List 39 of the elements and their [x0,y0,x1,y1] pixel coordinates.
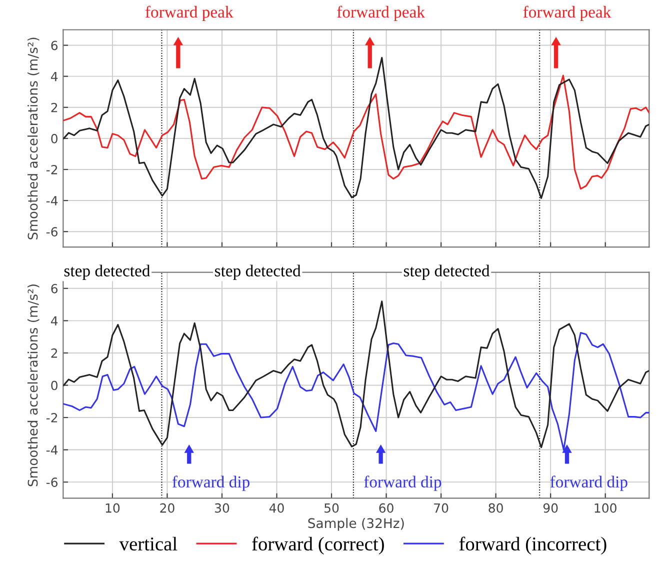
y-tick-label: -2 [46,412,58,422]
y-tick-label: 6 [51,284,58,294]
annotation: forward dip [550,476,628,491]
y-tick-label: -4 [46,196,58,206]
annotation: step detected [404,264,490,280]
y-tick-label: 2 [51,102,58,112]
text: forward peak [145,6,234,22]
y-tick-label: -6 [46,478,58,487]
y-tick-label: 0 [51,380,58,390]
y-axis-title: Smoothed accelerations (m/s²) [28,38,40,240]
text: forward peak [337,6,425,22]
y-tick-label: -2 [46,164,58,174]
legend-label: vertical [119,536,178,551]
y-axis-title: Smoothed accelerations (m/s²) [28,284,40,486]
annotation: forward dip [364,476,442,491]
x-tick-label: 30 [214,503,230,513]
y-tick-label: 0 [51,134,58,144]
x-axis-title: Sample (32Hz) [308,518,404,531]
annotation: forward dip [172,476,250,491]
x-tick-label: 20 [160,503,174,513]
legend-label: forward (correct) [252,536,384,554]
y-tick-label: 4 [50,72,58,82]
y-tick-label: 4 [50,316,58,326]
annotation: step detected [215,264,301,280]
annotation: step detected [64,264,150,280]
x-tick-label: 10 [106,503,120,513]
y-tick-label: 6 [51,40,58,50]
legend-label: forward (incorrect) [459,536,606,554]
x-tick-label: 80 [488,503,503,513]
x-tick-label: 100 [594,503,616,513]
y-tick-label: -6 [46,227,58,237]
x-tick-label: 50 [324,503,339,513]
x-tick-label: 60 [379,503,394,513]
y-tick-label: -4 [46,445,58,455]
text: forward peak [523,6,612,22]
x-tick-label: 90 [543,503,558,513]
x-tick-label: 40 [269,503,284,513]
x-tick-label: 70 [434,503,448,513]
y-tick-label: 2 [51,348,58,358]
